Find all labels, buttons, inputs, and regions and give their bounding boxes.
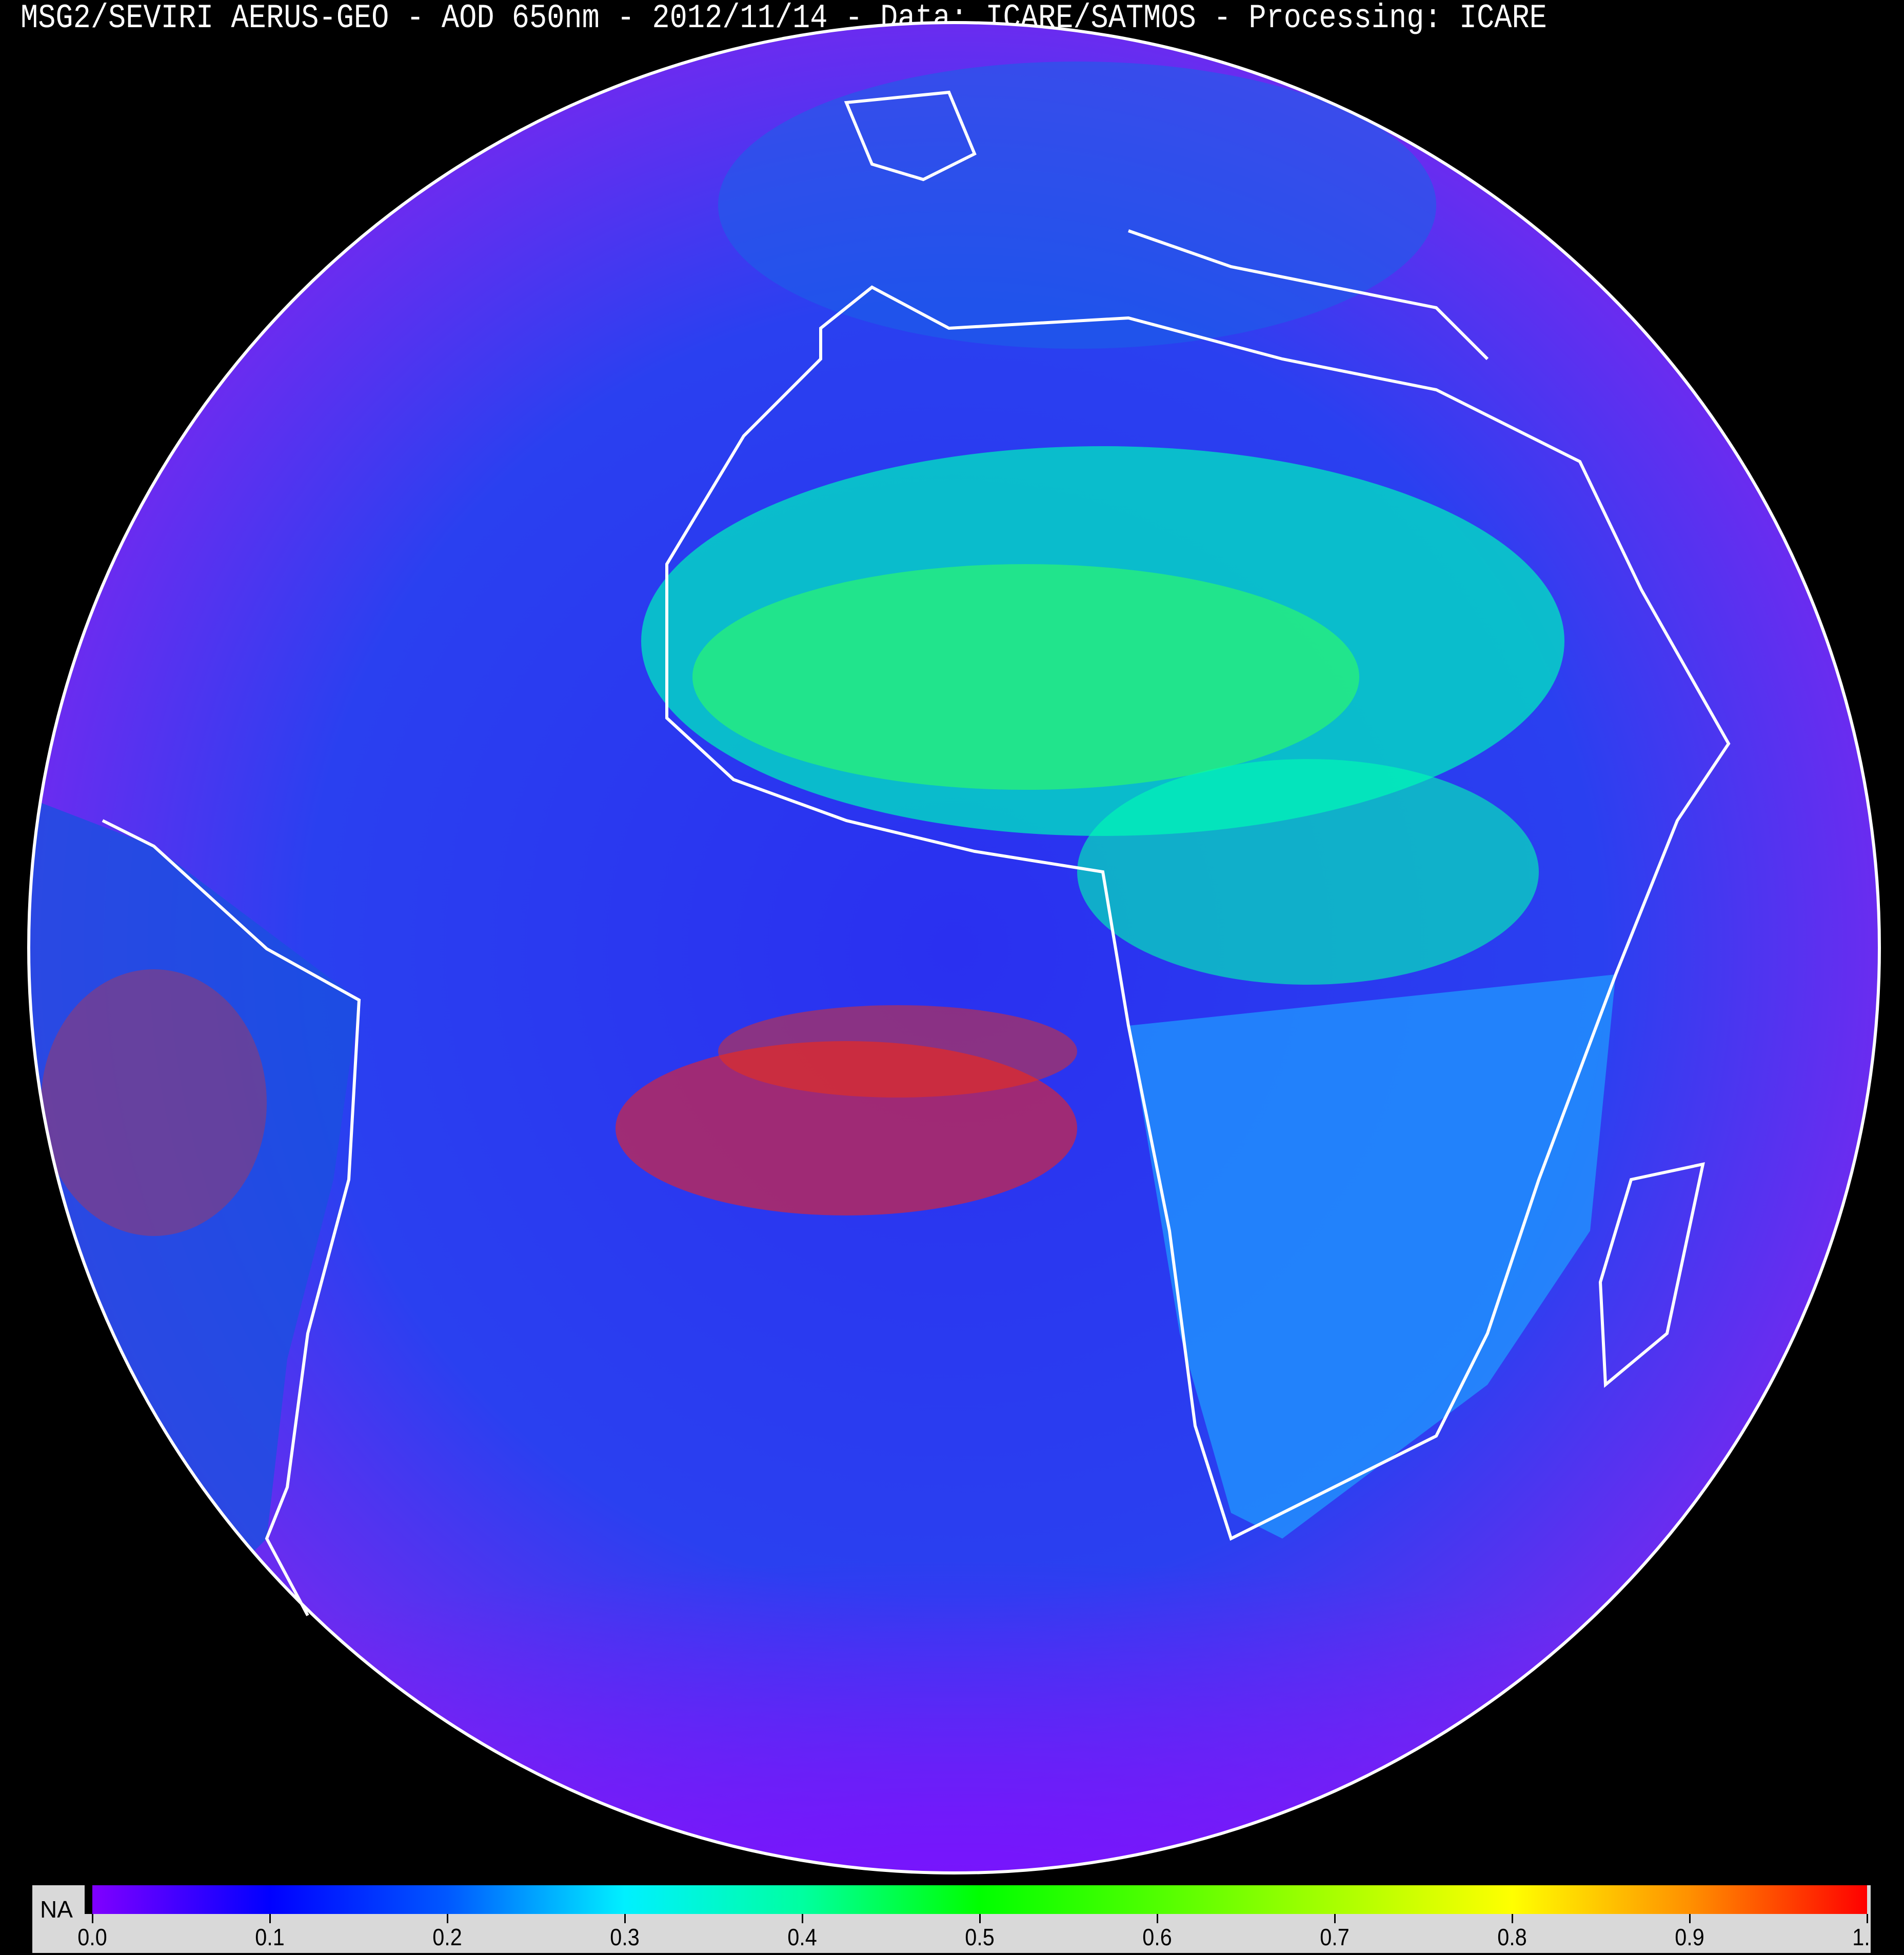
biomass-smoke-plume xyxy=(616,1041,1077,1215)
colorbar-tick-label: 0.8 xyxy=(1497,1924,1527,1950)
colorbar-na-label: NA xyxy=(40,1896,73,1923)
colorbar-tick xyxy=(801,1914,803,1923)
colorbar-na-swatch xyxy=(85,1885,92,1914)
colorbar-tick-label: 0.2 xyxy=(432,1924,462,1950)
colorbar-tick xyxy=(91,1914,93,1923)
colorbar-tick-label: 0.9 xyxy=(1675,1924,1704,1950)
coastlines xyxy=(27,21,1881,1874)
colorbar-tick-label: 0.5 xyxy=(965,1924,995,1950)
aod-earth-disk xyxy=(27,21,1881,1874)
colorbar-tick-label: 1.0 xyxy=(1852,1924,1882,1950)
colorbar-tick xyxy=(624,1914,626,1923)
colorbar-tick-label: 0.4 xyxy=(787,1924,817,1950)
colorbar-tick xyxy=(446,1914,448,1923)
colorbar-tick xyxy=(1689,1914,1691,1923)
colorbar-tick-label: 0.0 xyxy=(77,1924,107,1950)
colorbar-tick-label: 0.1 xyxy=(255,1924,285,1950)
colorbar-tick xyxy=(1334,1914,1336,1923)
colorbar-tick-label: 0.3 xyxy=(610,1924,640,1950)
colorbar-tick xyxy=(269,1914,271,1923)
colorbar-tick-label: 0.6 xyxy=(1142,1924,1172,1950)
southern-africa xyxy=(1128,974,1616,1539)
colorbar-tick-label: 0.7 xyxy=(1320,1924,1350,1950)
colorbar-tick xyxy=(1511,1914,1513,1923)
colorbar-tick xyxy=(979,1914,981,1923)
colorbar-tick xyxy=(1866,1914,1868,1923)
colorbar-tick xyxy=(1156,1914,1158,1923)
colorbar-gradient xyxy=(92,1885,1867,1914)
